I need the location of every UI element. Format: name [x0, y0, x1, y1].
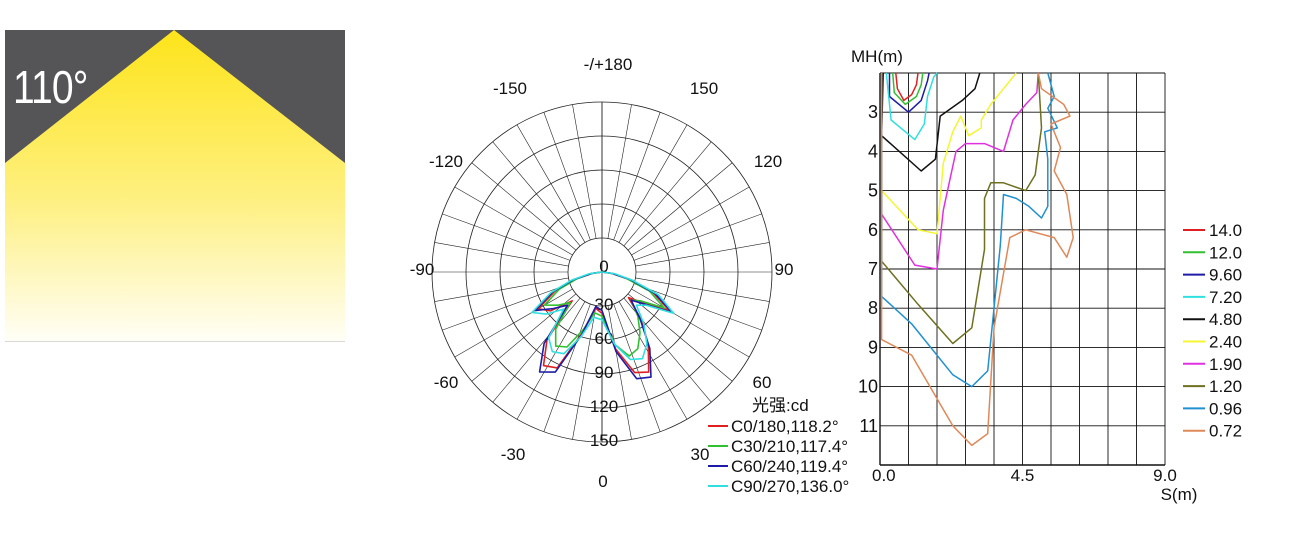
polar-grid-spoke: [434, 242, 569, 267]
contour-x-tick-label: 0.0: [872, 466, 896, 485]
polar-angle-label: 30: [691, 445, 710, 464]
contour-legend-label: 0.72: [1209, 422, 1242, 441]
contour-y-tick-label: 3: [868, 102, 878, 122]
polar-grid-spoke: [623, 141, 712, 247]
polar-angle-label: 0: [598, 472, 607, 491]
polar-grid-spoke: [516, 301, 586, 420]
polar-angle-label: -90: [410, 260, 435, 279]
contour-line: [891, 72, 924, 106]
polar-angle-label: 120: [754, 152, 782, 171]
beam-angle-graphic: [5, 30, 345, 341]
contour-y-tick-label: 8: [868, 298, 878, 318]
contour-legend-label: 7.20: [1209, 288, 1242, 307]
contour-y-tick-label: 7: [868, 259, 878, 279]
polar-grid-spoke: [442, 283, 571, 331]
beam-angle-panel: 110°: [5, 30, 345, 342]
polar-grid-spoke: [631, 186, 750, 256]
polar-angle-label: 60: [753, 373, 772, 392]
contour-line: [880, 72, 1074, 447]
polar-radial-label: 120: [590, 397, 618, 416]
polar-angle-label: -30: [501, 445, 526, 464]
polar-angle-label: 150: [690, 79, 718, 98]
contour-legend-label: 1.90: [1209, 355, 1242, 374]
polar-grid-spoke: [434, 277, 569, 302]
polar-grid-spoke: [471, 162, 577, 251]
polar-grid-spoke: [492, 297, 581, 403]
polar-grid-spoke: [607, 104, 632, 239]
contour-y-tick-label: 11: [859, 416, 878, 436]
contour-y-tick-label: 6: [868, 220, 878, 240]
polar-legend-label: C30/210,117.4°: [731, 437, 848, 456]
polar-legend-label: C0/180,118.2°: [731, 417, 839, 436]
contour-legend-label: 9.60: [1209, 266, 1242, 285]
contour-line: [880, 72, 1017, 235]
polar-radial-label: 150: [590, 431, 618, 450]
contour-line: [880, 72, 1059, 388]
polar-angle-label: -/+180: [584, 55, 633, 74]
contour-line: [885, 72, 938, 141]
contour-y-tick-label: 10: [858, 377, 878, 397]
polar-grid-spoke: [543, 112, 591, 241]
polar-grid-spoke: [618, 124, 688, 243]
contour-legend-label: 4.80: [1209, 310, 1242, 329]
polar-grid-spoke: [442, 213, 571, 261]
polar-grid-spoke: [454, 186, 573, 256]
polar-grid-spoke: [572, 104, 597, 239]
contour-line: [888, 72, 930, 113]
polar-radial-label: 0: [599, 257, 608, 276]
contour-line: [895, 72, 919, 102]
polar-legend-label: C60/240,119.4°: [731, 457, 848, 476]
contour-x-tick-label: 9.0: [1153, 466, 1177, 485]
contour-y-tick-label: 4: [868, 141, 878, 161]
polar-grid-spoke: [618, 301, 688, 420]
contour-x-axis-title: S(m): [1161, 485, 1198, 504]
contour-line: [880, 72, 981, 172]
polar-series-line: [531, 271, 675, 361]
contour-line: [880, 72, 1040, 270]
contour-y-tick-label: 9: [868, 337, 878, 357]
polar-grid-spoke: [516, 124, 586, 243]
contour-legend-label: 1.20: [1209, 377, 1242, 396]
polar-grid-spoke: [633, 213, 762, 261]
polar-radial-label: 90: [595, 363, 614, 382]
polar-grid-spoke: [607, 305, 632, 440]
contour-y-tick-label: 5: [868, 181, 878, 201]
polar-grid-spoke: [613, 112, 661, 241]
polar-angle-label: -150: [493, 79, 527, 98]
beam-angle-label: 110°: [13, 61, 88, 113]
polar-grid-spoke: [471, 293, 577, 382]
polar-grid-spoke: [613, 303, 661, 432]
contour-legend-label: 0.96: [1209, 399, 1242, 418]
polar-grid-spoke: [627, 293, 733, 382]
contour-legend-label: 2.40: [1209, 333, 1242, 352]
polar-grid-spoke: [635, 242, 770, 267]
polar-legend-label: C90/270,136.0°: [731, 477, 849, 496]
polar-grid-spoke: [572, 305, 597, 440]
polar-grid-spoke: [627, 162, 733, 251]
beam-light-cone: [5, 30, 345, 341]
polar-angle-label: -120: [429, 152, 463, 171]
contour-line: [880, 72, 1043, 345]
polar-series-line: [543, 271, 665, 357]
polar-angle-label: -60: [434, 373, 459, 392]
polar-grid-spoke: [454, 288, 573, 358]
polar-grid-spoke: [633, 283, 762, 331]
polar-unit-label: 光强:cd: [752, 396, 809, 415]
contour-x-tick-label: 4.5: [1011, 466, 1035, 485]
contour-legend-label: 14.0: [1209, 221, 1242, 240]
polar-grid-spoke: [543, 303, 591, 432]
polar-angle-label: 90: [775, 260, 794, 279]
polar-grid-spoke: [631, 288, 750, 358]
polar-grid-spoke: [492, 141, 581, 247]
contour-grid: [879, 72, 1166, 466]
contour-y-axis-title: MH(m): [851, 47, 903, 66]
polar-grid-spoke: [635, 277, 770, 302]
polar-grid: [431, 101, 773, 443]
contour-legend-label: 12.0: [1209, 243, 1242, 262]
